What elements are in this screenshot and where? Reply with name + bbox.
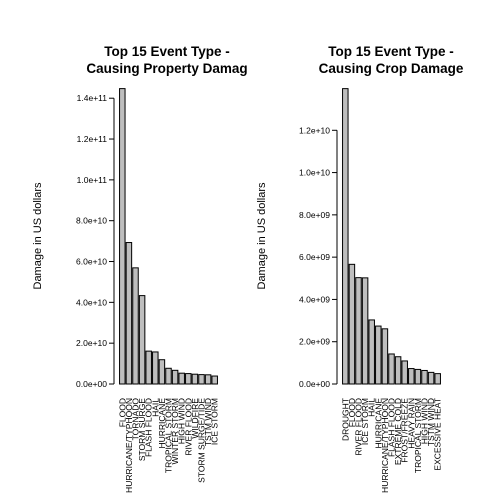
y-tick-label: 6.0e+10 — [76, 257, 107, 267]
y-tick-label: 4.0e+09 — [299, 294, 330, 304]
y-tick-label: 6.0e+09 — [299, 252, 330, 262]
bar — [428, 372, 434, 384]
bar — [382, 329, 388, 384]
chart-title-line2: Causing Property Damag — [86, 61, 247, 76]
bar — [133, 268, 139, 384]
y-tick-label: 2.0e+10 — [76, 338, 107, 348]
bar — [402, 361, 408, 384]
bar — [126, 243, 131, 384]
bar — [159, 360, 165, 384]
bar — [435, 374, 441, 384]
bar — [389, 354, 395, 384]
bar — [362, 278, 368, 384]
bar — [415, 369, 421, 384]
y-tick-label: 1.0e+10 — [299, 168, 330, 178]
bar — [395, 357, 401, 384]
bar — [166, 368, 172, 384]
chart-title-line2: Causing Crop Damage — [319, 61, 464, 76]
bars — [343, 89, 441, 384]
bars — [120, 89, 218, 384]
y-axis: 0.0e+00 2.0e+10 4.0e+10 6.0e+10 8.0e+10 1.0e+… — [76, 93, 114, 389]
y-axis-label: Damage in US dollars — [256, 182, 268, 289]
chart-title-line1: Top 15 Event Type - — [328, 44, 454, 59]
bar — [172, 370, 178, 384]
bar — [120, 89, 126, 384]
bar — [205, 375, 211, 384]
y-tick-label: 1.0e+11 — [77, 175, 108, 185]
bar — [422, 370, 428, 384]
y-axis-label: Damage in US dollars — [32, 182, 44, 289]
y-tick-label: 0.0e+00 — [299, 379, 330, 389]
crop-damage-chart: Top 15 Event Type - Causing Crop Damage … — [256, 44, 464, 493]
y-tick-label: 2.0e+09 — [299, 337, 330, 347]
bar — [192, 374, 198, 384]
y-axis: 0.0e+00 2.0e+09 4.0e+09 6.0e+09 8.0e+09 1.0e+… — [299, 125, 337, 389]
x-category-label: ICE STORM — [210, 398, 220, 445]
bar — [349, 264, 355, 384]
property-damage-chart: Top 15 Event Type - Causing Property Dam… — [32, 44, 248, 493]
bar — [199, 375, 205, 384]
bar — [146, 351, 152, 384]
bar — [356, 278, 362, 384]
y-tick-label: 8.0e+10 — [76, 216, 107, 226]
y-tick-label: 1.2e+11 — [77, 134, 108, 144]
bar — [186, 374, 192, 384]
y-tick-label: 0.0e+00 — [76, 379, 107, 389]
bar — [409, 369, 415, 384]
bar — [376, 326, 382, 384]
y-tick-label: 1.4e+11 — [77, 93, 108, 103]
y-tick-label: 1.2e+10 — [299, 125, 330, 135]
bar — [212, 376, 218, 384]
bar — [343, 89, 349, 384]
bar — [153, 352, 159, 384]
y-tick-label: 8.0e+09 — [299, 210, 330, 220]
x-category-label: EXCESSIVE HEAT — [433, 398, 443, 471]
y-tick-label: 4.0e+10 — [76, 297, 107, 307]
chart-title-line1: Top 15 Event Type - — [104, 44, 230, 59]
bar — [139, 296, 145, 384]
bar — [369, 320, 375, 384]
bar — [179, 373, 185, 384]
